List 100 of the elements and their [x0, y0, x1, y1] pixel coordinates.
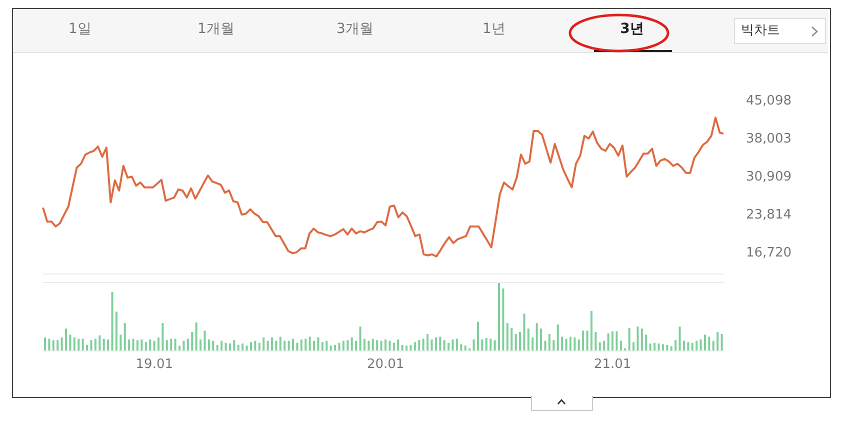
- bar: [561, 336, 564, 351]
- bar: [304, 338, 307, 351]
- bar: [60, 337, 63, 351]
- bar: [574, 337, 576, 351]
- bar: [220, 340, 223, 351]
- bar: [607, 333, 610, 351]
- bar: [292, 338, 294, 351]
- bar: [594, 332, 597, 351]
- bar: [523, 314, 526, 351]
- bar: [552, 340, 555, 351]
- bar: [645, 334, 648, 351]
- bar: [86, 344, 88, 351]
- bar: [654, 342, 656, 351]
- bar: [346, 340, 349, 351]
- bar: [666, 344, 668, 351]
- bar: [678, 326, 681, 351]
- bar: [200, 339, 202, 351]
- bar: [397, 339, 400, 351]
- bar: [716, 332, 719, 351]
- bar: [266, 340, 269, 351]
- bar: [532, 337, 534, 351]
- bar: [682, 340, 685, 351]
- bar: [691, 342, 694, 351]
- bar: [700, 339, 702, 351]
- bar: [186, 338, 189, 351]
- bar: [204, 330, 206, 351]
- x-tick-label: 20.01: [366, 357, 404, 372]
- bar: [448, 342, 450, 351]
- bar: [128, 339, 130, 351]
- bar: [149, 339, 152, 351]
- y-tick-label: 23,814: [746, 208, 792, 223]
- bar: [224, 342, 227, 351]
- bar: [78, 338, 80, 351]
- bar: [120, 334, 122, 351]
- bar: [284, 340, 286, 351]
- bar: [544, 340, 546, 351]
- bar: [359, 326, 362, 351]
- bar: [662, 344, 664, 351]
- bar: [490, 338, 492, 351]
- bar: [262, 337, 265, 351]
- bar: [153, 340, 156, 351]
- bar: [56, 340, 59, 351]
- bar: [73, 337, 76, 351]
- bar: [476, 322, 479, 351]
- bar: [69, 334, 72, 351]
- y-tick-label: 16,720: [746, 246, 792, 261]
- text: 빅차트: [734, 18, 826, 44]
- bar: [548, 334, 550, 351]
- bar: [406, 346, 408, 351]
- bar: [44, 337, 46, 351]
- bar: [330, 346, 332, 351]
- bar: [443, 340, 446, 351]
- bar: [658, 344, 660, 351]
- bar: [237, 344, 240, 351]
- bar: [582, 330, 584, 351]
- bar: [649, 344, 652, 351]
- bar: [498, 283, 500, 351]
- bar: [300, 339, 302, 351]
- bar: [317, 337, 320, 351]
- bar: [452, 339, 454, 351]
- bar: [456, 338, 458, 351]
- bar: [696, 340, 698, 351]
- bar: [350, 337, 353, 351]
- bar: [460, 344, 462, 351]
- bar: [174, 338, 176, 351]
- bar: [586, 330, 588, 351]
- bar: [191, 332, 194, 351]
- bar: [279, 336, 282, 351]
- bar: [514, 334, 517, 351]
- bar: [124, 323, 126, 351]
- bar: [102, 338, 105, 351]
- bar: [712, 340, 714, 351]
- bar: [158, 337, 160, 351]
- bar: [603, 340, 606, 351]
- bar: [178, 346, 181, 351]
- bar: [228, 344, 231, 351]
- bar: [506, 323, 508, 351]
- bar: [363, 338, 366, 351]
- bar: [233, 340, 236, 351]
- bar: [527, 328, 530, 351]
- bar: [111, 292, 114, 351]
- bar: [288, 340, 290, 351]
- bar: [578, 339, 580, 351]
- bar: [115, 312, 118, 351]
- bar: [670, 346, 672, 351]
- bar: [212, 340, 214, 351]
- bar: [620, 340, 622, 351]
- bar: [481, 339, 484, 351]
- bar: [82, 338, 84, 351]
- bar: [640, 328, 643, 351]
- bar: [708, 336, 710, 351]
- bar: [556, 324, 559, 351]
- bar: [308, 336, 311, 351]
- bar: [519, 332, 522, 351]
- bar: [338, 342, 340, 351]
- bar: [392, 342, 395, 351]
- bar: [426, 334, 429, 351]
- bar: [242, 344, 244, 351]
- bar: [326, 340, 328, 351]
- bar: [464, 346, 466, 351]
